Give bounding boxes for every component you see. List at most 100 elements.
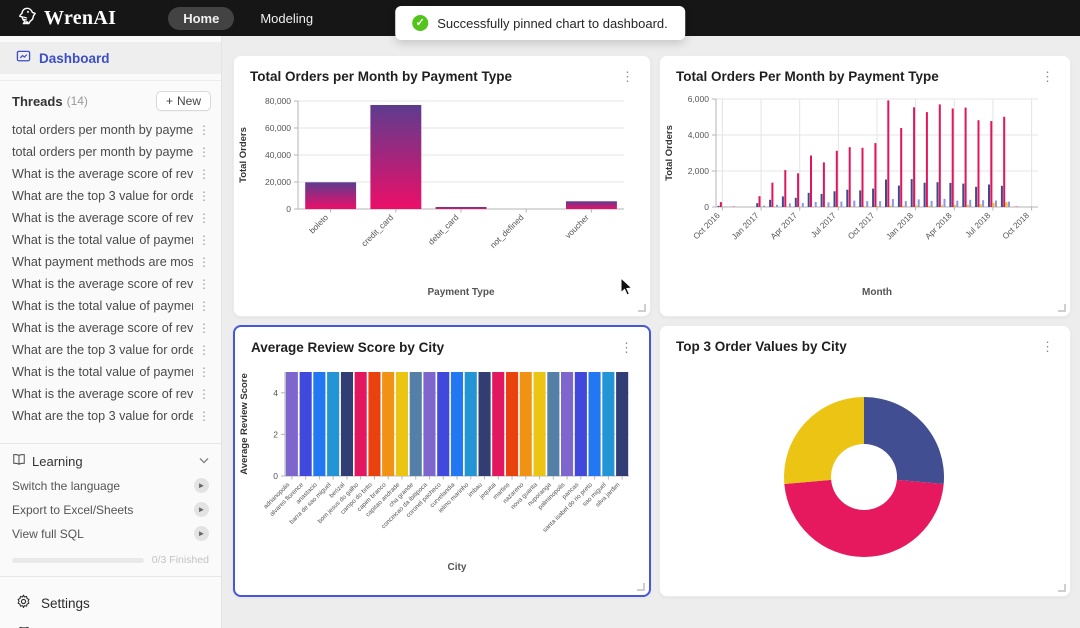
nav-item-modeling[interactable]: Modeling (260, 10, 314, 26)
thread-item[interactable]: What payment methods are most ... ⋮ (12, 251, 215, 273)
thread-item[interactable]: What is the average score of revie... ⋮ (12, 207, 215, 229)
kebab-icon[interactable]: ⋮ (198, 145, 210, 159)
thread-item[interactable]: What is the average score of revie... ⋮ (12, 273, 215, 295)
kebab-icon[interactable]: ⋮ (198, 123, 210, 137)
learning-item-label: Switch the language (12, 478, 121, 493)
kebab-icon[interactable]: ⋮ (198, 409, 210, 423)
thread-label: total orders per month by paymen... (12, 145, 193, 159)
progress-text: 0/3 Finished (151, 554, 209, 566)
svg-text:Jul 2018: Jul 2018 (963, 210, 993, 240)
kebab-icon[interactable]: ⋮ (198, 343, 210, 357)
card-title: Average Review Score by City (251, 340, 445, 355)
footer-label: Settings (41, 595, 90, 611)
thread-label: What is the average score of revie... (12, 321, 193, 335)
learning-header[interactable]: Learning (12, 453, 209, 469)
bar-chart-payment-type: 0 20,000 40,000 60,000 80,000 boleto credit_ca… (234, 87, 650, 306)
play-icon[interactable]: ► (194, 502, 209, 517)
wrenai-logo-icon (14, 4, 37, 32)
kebab-icon[interactable]: ⋮ (198, 211, 210, 225)
sidebar-item-dashboard[interactable]: Dashboard (0, 42, 221, 74)
svg-text:20,000: 20,000 (265, 177, 291, 187)
brand[interactable]: WrenAI (14, 4, 116, 32)
svg-text:Total Orders: Total Orders (664, 125, 675, 181)
thread-item[interactable]: What are the top 3 value for order... ⋮ (12, 185, 215, 207)
thread-list: total orders per month by paymen... ⋮ tot… (0, 119, 221, 427)
kebab-icon[interactable]: ⋮ (198, 233, 210, 247)
kebab-icon[interactable]: ⋮ (1041, 69, 1054, 84)
thread-item[interactable]: What is the average score of revie... ⋮ (12, 317, 215, 339)
thread-item[interactable]: total orders per month by paymen... ⋮ (12, 141, 215, 163)
card-title: Top 3 Order Values by City (676, 339, 847, 354)
grouped-bar-chart-monthly: 0 2,000 4,000 6,000 Oct 2016 Jan 2017 Apr 2017… (660, 87, 1070, 306)
sidebar: Dashboard Threads (14) + New total order… (0, 36, 222, 628)
resize-handle[interactable] (638, 304, 646, 312)
thread-item[interactable]: What is the total value of payment... ⋮ (12, 229, 215, 251)
thread-item[interactable]: What are the top 3 value for order... ⋮ (12, 339, 215, 361)
resize-handle[interactable] (1058, 304, 1066, 312)
dashboard-icon (16, 49, 31, 67)
dashboard-label: Dashboard (39, 50, 110, 66)
svg-text:0: 0 (704, 202, 709, 212)
thread-item[interactable]: What are the top 3 value for order... ⋮ (12, 405, 215, 427)
kebab-icon[interactable]: ⋮ (1041, 339, 1054, 354)
thread-item[interactable]: What is the average score of revie... ⋮ (12, 383, 215, 405)
svg-text:Oct 2017: Oct 2017 (846, 210, 877, 241)
divider (0, 80, 221, 81)
learning-title: Learning (32, 453, 83, 469)
thread-item[interactable]: What is the total value of payment... ⋮ (12, 295, 215, 317)
threads-header: Threads (14) + New (0, 81, 221, 119)
card-orders-by-payment-type: Total Orders per Month by Payment Type ⋮… (233, 55, 651, 317)
thread-label: What is the total value of payment... (12, 299, 193, 313)
svg-text:Total Orders: Total Orders (238, 127, 249, 183)
new-thread-button[interactable]: + New (155, 91, 211, 111)
thread-label: total orders per month by paymen... (12, 123, 193, 137)
svg-text:City: City (448, 562, 467, 573)
kebab-icon[interactable]: ⋮ (621, 69, 634, 84)
resize-handle[interactable] (1058, 584, 1066, 592)
svg-text:Month: Month (862, 287, 892, 298)
kebab-icon[interactable]: ⋮ (198, 255, 210, 269)
nav-item-home[interactable]: Home (168, 6, 235, 30)
card-top3-order-values: Top 3 Order Values by City ⋮ (659, 325, 1071, 597)
threads-count: (14) (66, 94, 88, 108)
play-icon[interactable]: ► (194, 526, 209, 541)
sidebar-item-discord[interactable]: Discord (16, 619, 205, 628)
thread-label: What is the total value of payment... (12, 233, 193, 247)
svg-text:2,000: 2,000 (688, 166, 710, 176)
kebab-icon[interactable]: ⋮ (198, 299, 210, 313)
svg-text:6,000: 6,000 (688, 94, 710, 104)
kebab-icon[interactable]: ⋮ (620, 340, 633, 355)
sidebar-item-settings[interactable]: Settings (16, 587, 205, 619)
resize-handle[interactable] (637, 583, 645, 591)
card-title: Total Orders Per Month by Payment Type (676, 69, 939, 84)
svg-text:not_defined: not_defined (488, 212, 526, 250)
kebab-icon[interactable]: ⋮ (198, 277, 210, 291)
svg-text:4: 4 (273, 388, 278, 398)
card-title: Total Orders per Month by Payment Type (250, 69, 513, 84)
kebab-icon[interactable]: ⋮ (198, 321, 210, 335)
learning-item-label: Export to Excel/Sheets (12, 502, 134, 517)
success-toast: ✓ Successfully pinned chart to dashboard… (395, 6, 685, 40)
svg-text:Apr 2017: Apr 2017 (768, 210, 799, 241)
svg-text:voucher: voucher (563, 212, 591, 240)
footer-label: Discord (42, 627, 88, 628)
thread-label: What is the average score of revie... (12, 211, 193, 225)
chevron-down-icon[interactable] (199, 455, 209, 467)
card-orders-per-month: Total Orders Per Month by Payment Type ⋮… (659, 55, 1071, 317)
play-icon[interactable]: ► (194, 478, 209, 493)
kebab-icon[interactable]: ⋮ (198, 365, 210, 379)
thread-item[interactable]: What is the average score of revie... ⋮ (12, 163, 215, 185)
thread-item[interactable]: What is the total value of payment... ⋮ (12, 361, 215, 383)
thread-item[interactable]: total orders per month by paymen... ⋮ (12, 119, 215, 141)
svg-text:Payment Type: Payment Type (427, 287, 494, 298)
learning-item[interactable]: Export to Excel/Sheets ► (12, 502, 209, 517)
settings-icon (16, 594, 31, 612)
learning-item[interactable]: View full SQL ► (12, 526, 209, 541)
check-circle-icon: ✓ (412, 15, 429, 31)
learning-item[interactable]: Switch the language ► (12, 478, 209, 493)
kebab-icon[interactable]: ⋮ (198, 167, 210, 181)
thread-label: What is the average score of revie... (12, 387, 193, 401)
kebab-icon[interactable]: ⋮ (198, 189, 210, 203)
svg-text:credit_card: credit_card (359, 212, 395, 248)
kebab-icon[interactable]: ⋮ (198, 387, 210, 401)
